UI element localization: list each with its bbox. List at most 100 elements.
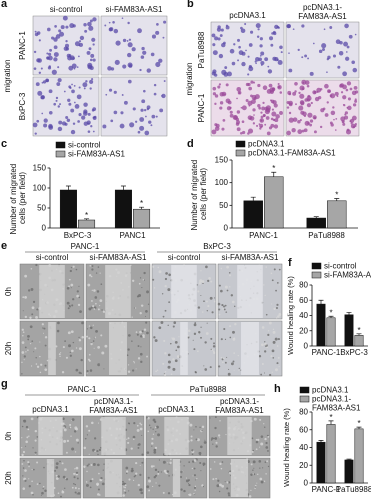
speckle — [81, 335, 84, 339]
panel-letter: d — [187, 138, 194, 150]
speckle — [265, 441, 268, 445]
cell — [288, 100, 293, 106]
speckle — [275, 317, 278, 319]
cell — [224, 66, 228, 69]
cell — [260, 60, 265, 66]
speckle — [98, 448, 102, 452]
wound-gap — [38, 417, 63, 455]
cell — [59, 103, 62, 106]
speckle — [25, 351, 27, 353]
speckle — [124, 486, 127, 489]
speckle — [70, 435, 72, 437]
cell — [241, 105, 247, 111]
speckle — [31, 469, 33, 471]
panel-letter: e — [1, 240, 7, 252]
speckle — [139, 352, 143, 356]
speckle — [141, 434, 143, 436]
speckle — [259, 467, 261, 469]
cell — [258, 106, 262, 110]
cell — [335, 39, 341, 45]
cell — [288, 111, 292, 115]
speckle — [254, 484, 257, 487]
cell — [252, 108, 256, 112]
speckle — [138, 282, 141, 285]
speckle — [139, 335, 143, 338]
cell — [215, 123, 220, 128]
cell — [238, 45, 241, 49]
speckle — [230, 362, 234, 366]
speckle — [217, 302, 221, 306]
error-bar — [120, 185, 126, 190]
speckle — [94, 450, 96, 452]
speckle — [36, 436, 39, 438]
speckle — [228, 272, 231, 274]
speckle — [57, 492, 60, 495]
cell — [354, 123, 357, 126]
cell — [288, 68, 293, 73]
speckle — [71, 349, 74, 353]
y-axis-label: Wound healing rate (%) — [282, 408, 291, 487]
error-bar — [271, 171, 277, 177]
speckle — [252, 473, 254, 475]
cell — [51, 69, 57, 75]
cell — [217, 37, 221, 41]
cell — [38, 71, 42, 74]
cell — [69, 23, 75, 29]
wound-gap — [101, 417, 126, 455]
cell — [247, 55, 250, 58]
speckle — [60, 495, 62, 498]
speckle — [23, 419, 25, 422]
speckle — [130, 447, 133, 450]
speckle — [88, 307, 92, 311]
cell — [219, 34, 223, 37]
cell — [113, 28, 119, 34]
speckle — [99, 299, 103, 303]
cell — [345, 56, 350, 61]
speckle — [78, 487, 80, 490]
speckle — [123, 486, 125, 488]
speckle — [62, 422, 65, 425]
legend-swatch — [299, 386, 310, 394]
cell — [146, 68, 151, 73]
speckle — [79, 310, 82, 314]
speckle — [138, 294, 142, 297]
speckle — [140, 360, 143, 364]
cell — [332, 106, 335, 109]
text-line: FAM83A-AS1 — [312, 403, 361, 412]
speckle — [151, 445, 153, 447]
cell — [143, 108, 147, 112]
cell — [261, 106, 266, 111]
cell — [151, 114, 156, 119]
speckle — [80, 358, 83, 362]
cell — [286, 130, 291, 136]
speckle — [207, 305, 210, 308]
speckle — [191, 467, 194, 470]
speckle — [94, 336, 97, 339]
speckle — [24, 479, 27, 482]
cell — [241, 120, 245, 124]
speckle — [218, 308, 221, 311]
speckle — [213, 300, 216, 303]
speckle — [171, 337, 173, 339]
speckle — [146, 290, 149, 294]
cell — [229, 106, 232, 110]
speckle — [139, 422, 141, 425]
speckle — [21, 373, 23, 375]
cell — [322, 48, 326, 51]
column-header: pcDNA3.1-FAM83A-AS1 — [215, 397, 264, 415]
speckle — [23, 359, 25, 361]
speckle — [251, 450, 254, 453]
column-header: si-control — [168, 253, 201, 262]
cell — [158, 58, 163, 63]
speckle — [172, 325, 175, 328]
column-header: pcDNA3.1-FAM83A-AS1 — [298, 3, 347, 21]
cell — [350, 123, 356, 129]
cell — [321, 43, 327, 49]
column-header: pcDNA3.1-FAM83A-AS1 — [89, 397, 138, 415]
cell — [273, 124, 279, 129]
cell — [245, 49, 247, 52]
speckle — [194, 371, 197, 373]
cell — [279, 111, 283, 115]
speckle — [226, 265, 230, 269]
y-tick-label: 100 — [215, 178, 229, 187]
